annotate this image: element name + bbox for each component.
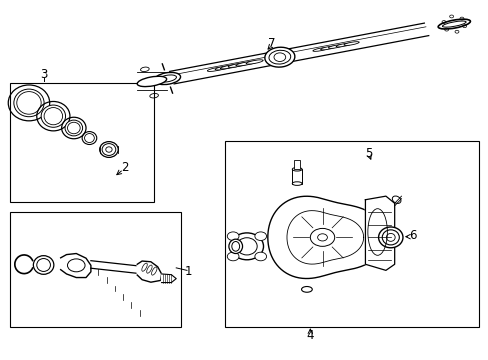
Ellipse shape: [215, 66, 232, 70]
Ellipse shape: [220, 64, 242, 69]
Circle shape: [254, 232, 266, 240]
Polygon shape: [161, 274, 176, 283]
Ellipse shape: [292, 182, 302, 185]
Ellipse shape: [312, 48, 327, 51]
Ellipse shape: [328, 45, 343, 48]
Polygon shape: [61, 253, 91, 278]
Circle shape: [227, 232, 239, 240]
Ellipse shape: [84, 134, 94, 143]
Text: 5: 5: [365, 147, 372, 159]
Circle shape: [227, 252, 239, 261]
Ellipse shape: [264, 47, 294, 67]
Ellipse shape: [65, 120, 82, 136]
Ellipse shape: [335, 43, 351, 47]
Text: 1: 1: [184, 265, 192, 278]
Ellipse shape: [245, 60, 263, 64]
Ellipse shape: [227, 62, 250, 67]
Ellipse shape: [437, 19, 469, 29]
Ellipse shape: [235, 61, 258, 66]
Bar: [292, 169, 302, 184]
Ellipse shape: [320, 46, 335, 50]
Circle shape: [254, 252, 266, 261]
Text: 4: 4: [306, 329, 313, 342]
Bar: [10, 212, 181, 327]
Bar: [10, 83, 154, 202]
Ellipse shape: [207, 67, 224, 71]
Ellipse shape: [14, 89, 44, 117]
Polygon shape: [267, 196, 385, 279]
Ellipse shape: [292, 167, 302, 171]
Ellipse shape: [228, 239, 242, 253]
Ellipse shape: [343, 42, 359, 45]
Text: 3: 3: [40, 68, 47, 81]
Ellipse shape: [137, 76, 166, 87]
Ellipse shape: [378, 227, 402, 248]
Bar: [224, 140, 478, 327]
Bar: [294, 160, 300, 169]
Text: 2: 2: [121, 161, 128, 174]
Polygon shape: [365, 196, 394, 270]
Polygon shape: [137, 261, 161, 282]
Ellipse shape: [41, 105, 65, 127]
Ellipse shape: [230, 233, 263, 260]
Text: 7: 7: [267, 37, 275, 50]
Ellipse shape: [154, 72, 180, 85]
Text: 6: 6: [408, 229, 416, 242]
Ellipse shape: [100, 141, 118, 157]
Ellipse shape: [391, 196, 400, 203]
Ellipse shape: [37, 258, 50, 271]
